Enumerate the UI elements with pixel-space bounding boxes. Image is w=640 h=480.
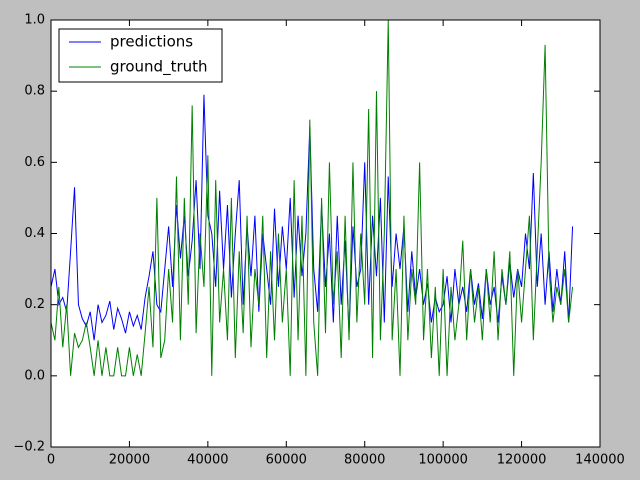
plot-area bbox=[51, 20, 600, 447]
legend-label: ground_truth bbox=[110, 58, 208, 77]
x-tick-label: 20000 bbox=[109, 453, 150, 468]
x-tick-label: 80000 bbox=[344, 453, 385, 468]
y-tick-label: 0.6 bbox=[24, 155, 45, 170]
y-tick-label: 0.0 bbox=[24, 368, 45, 383]
legend-box bbox=[58, 28, 223, 83]
x-tick-label: 100000 bbox=[418, 453, 468, 468]
plot-frame bbox=[50, 19, 601, 448]
y-tick-label: 0.8 bbox=[24, 84, 45, 99]
x-tick-label: 40000 bbox=[187, 453, 228, 468]
data-line bbox=[50, 19, 574, 377]
x-tick-label: 60000 bbox=[266, 453, 307, 468]
legend: predictions ground_truth bbox=[58, 28, 223, 83]
x-tick-label: 0 bbox=[47, 453, 55, 468]
y-tick-label: 0.4 bbox=[24, 226, 45, 241]
x-tick-label: 140000 bbox=[575, 453, 625, 468]
y-tick-label: 1.0 bbox=[24, 13, 45, 28]
y-tick-label: 0.2 bbox=[24, 297, 45, 312]
x-tick-label: 120000 bbox=[497, 453, 547, 468]
legend-label: predictions bbox=[110, 33, 193, 51]
y-tick-label: −0.2 bbox=[13, 440, 45, 455]
